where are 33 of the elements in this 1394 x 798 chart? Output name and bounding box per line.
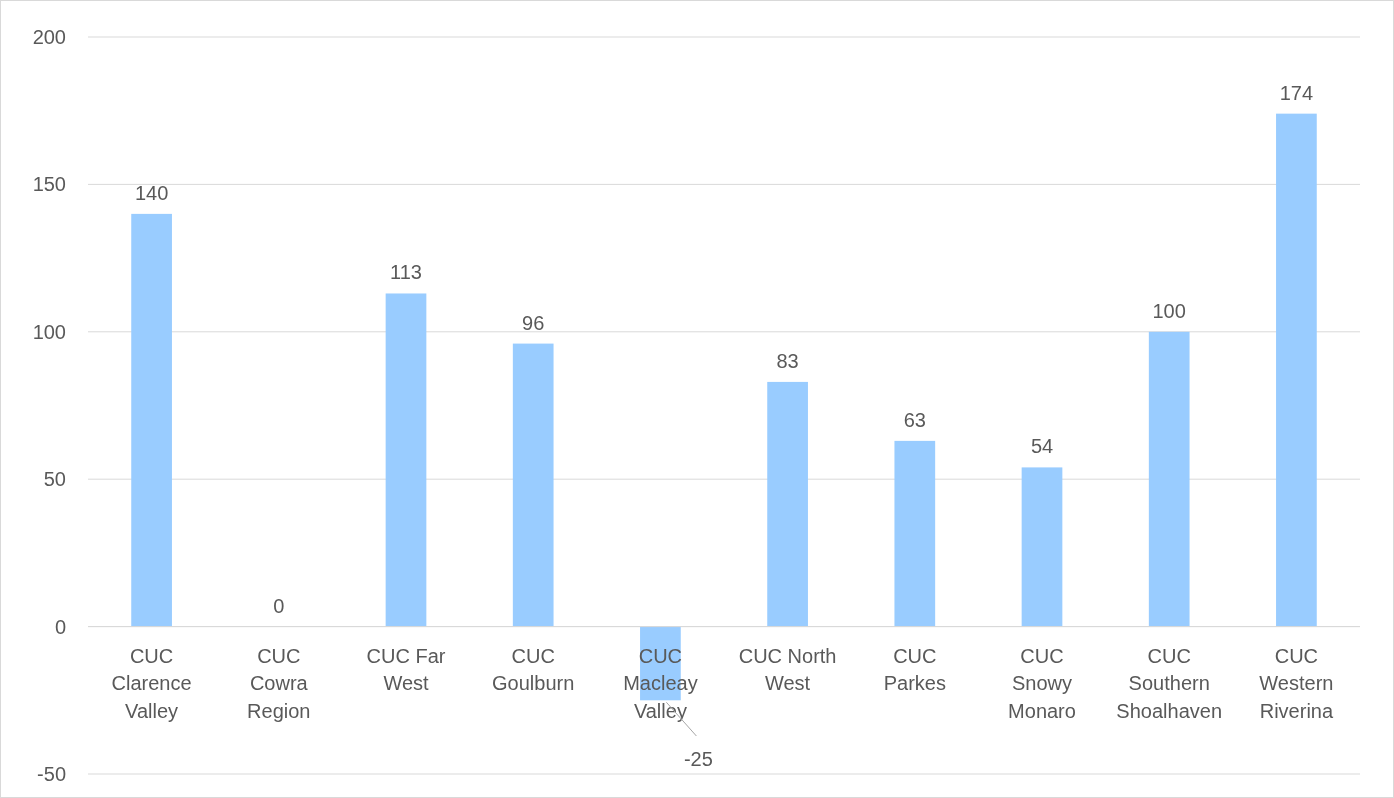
bar (385, 293, 427, 627)
y-tick-label: 100 (32, 320, 66, 343)
x-tick-label: CUC Snowy Monaro (1008, 644, 1076, 722)
x-tick-label: CUC Parkes (883, 644, 946, 695)
x-tick-label: CUC North West (738, 644, 837, 695)
x-tick-label: CUC Southern Shoalhaven (1116, 644, 1223, 722)
x-tick-label: CUC Goulburn (492, 644, 575, 695)
bar (1276, 113, 1317, 627)
data-label: 83 (776, 349, 799, 372)
x-tick-label: CUC Western Riverina (1259, 644, 1334, 722)
x-tick-label: CUC Cowra Region (247, 644, 311, 722)
x-tick-label: CUC Far West (366, 644, 446, 695)
y-tick-label: 0 (54, 615, 66, 638)
data-label: 174 (1279, 81, 1314, 104)
data-label: -25 (683, 748, 713, 770)
y-tick-label: 200 (32, 26, 66, 48)
y-tick-label: -50 (37, 763, 66, 785)
bar (1148, 331, 1190, 627)
bar (767, 381, 808, 627)
data-label: 96 (522, 311, 545, 334)
bar (512, 343, 554, 627)
data-label: 54 (1030, 435, 1054, 458)
data-label: 140 (134, 181, 169, 204)
data-label: 100 (1152, 299, 1186, 322)
y-tick-label: 50 (43, 468, 66, 491)
y-tick-label: 150 (32, 173, 66, 196)
data-label: 113 (390, 261, 422, 284)
bar (894, 440, 936, 627)
data-label: 63 (903, 408, 926, 431)
bar (1021, 467, 1063, 627)
bar (131, 213, 172, 627)
x-tick-label: CUC Clarence Valley (111, 644, 192, 722)
data-label: 0 (273, 594, 285, 617)
